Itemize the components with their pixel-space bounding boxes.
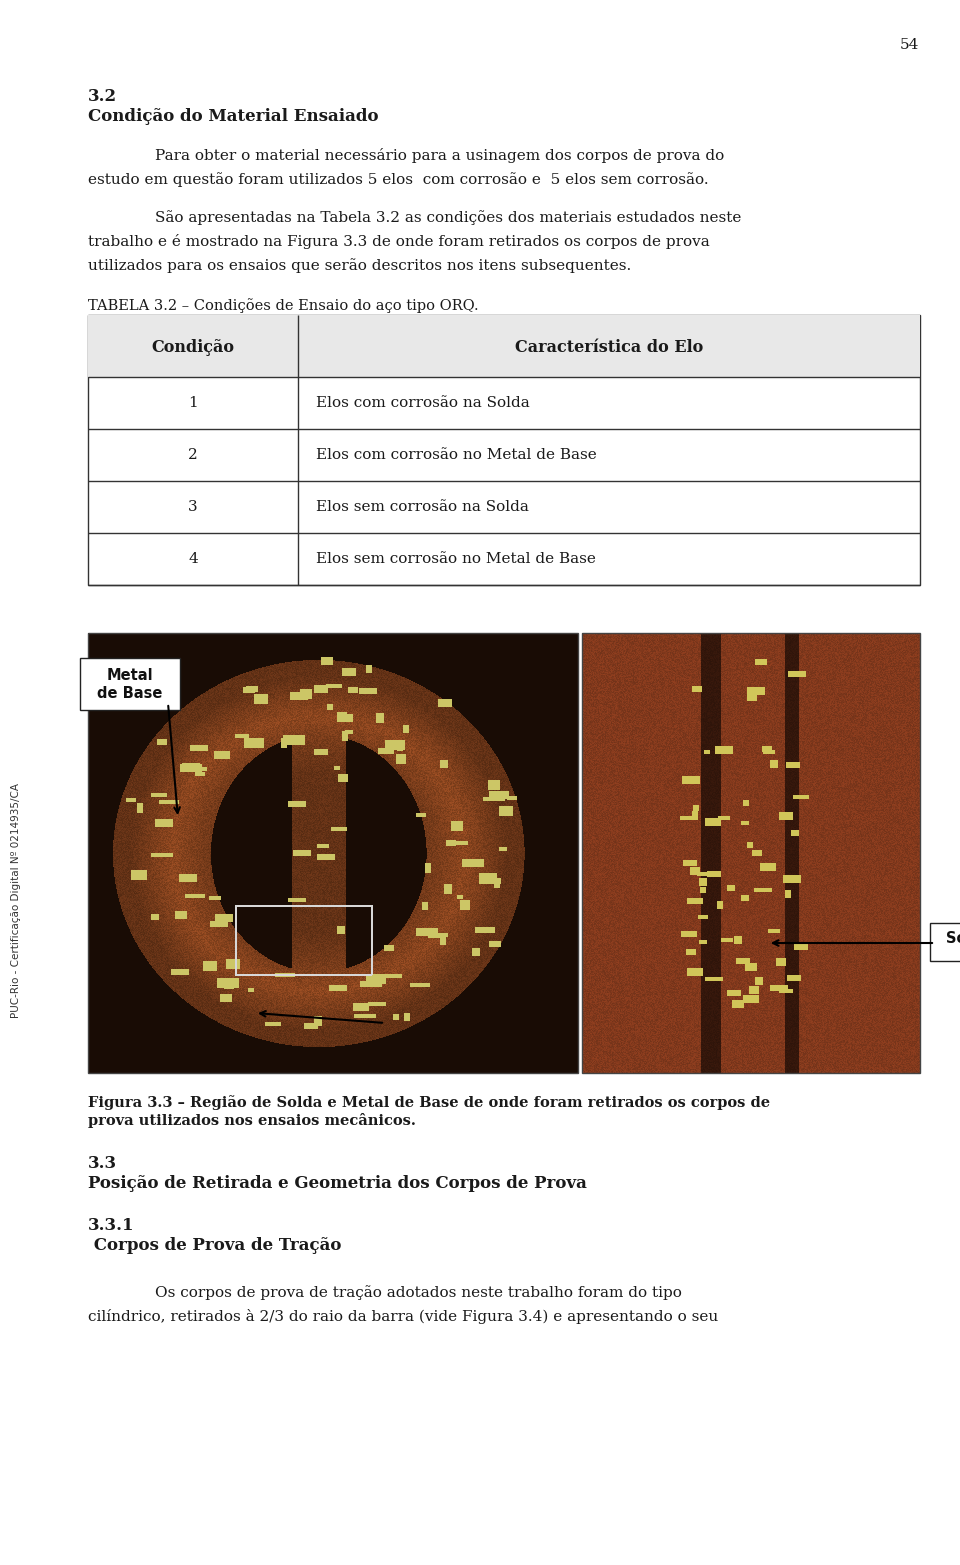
Text: trabalho e é mostrado na Figura 3.3 de onde foram retirados os corpos de prova: trabalho e é mostrado na Figura 3.3 de o… (88, 235, 709, 249)
Bar (88, 315, 920, 585)
Bar (88, 315, 920, 377)
Text: Elos sem corrosão na Solda: Elos sem corrosão na Solda (316, 499, 529, 513)
Text: Condição do Material Ensaiado: Condição do Material Ensaiado (88, 108, 378, 125)
Bar (88, 632, 578, 1074)
Text: Posição de Retirada e Geometria dos Corpos de Prova: Posição de Retirada e Geometria dos Corp… (88, 1175, 587, 1193)
Text: estudo em questão foram utilizados 5 elos  com corrosão e  5 elos sem corrosão.: estudo em questão foram utilizados 5 elo… (88, 172, 708, 186)
Text: Metal: Metal (107, 668, 154, 682)
Text: 3.3.1: 3.3.1 (88, 1218, 134, 1233)
Bar (930, 923, 960, 961)
Bar (582, 632, 920, 1074)
Text: 3.2: 3.2 (88, 88, 117, 105)
Text: Os corpos de prova de tração adotados neste trabalho foram do tipo: Os corpos de prova de tração adotados ne… (155, 1285, 682, 1301)
Text: de Base: de Base (97, 685, 162, 701)
Text: 3.3: 3.3 (88, 1155, 117, 1172)
Text: TABELA 3.2 – Condições de Ensaio do aço tipo ORQ.: TABELA 3.2 – Condições de Ensaio do aço … (88, 297, 479, 313)
Text: Elos com corrosão no Metal de Base: Elos com corrosão no Metal de Base (316, 448, 597, 462)
Text: Característica do Elo: Característica do Elo (515, 340, 703, 355)
Text: Para obter o material necessário para a usinagem dos corpos de prova do: Para obter o material necessário para a … (155, 149, 724, 163)
Bar (80, 657, 180, 711)
Text: Elos com corrosão na Solda: Elos com corrosão na Solda (316, 396, 530, 410)
Text: utilizados para os ensaios que serão descritos nos itens subsequentes.: utilizados para os ensaios que serão des… (88, 258, 632, 272)
Bar (578, 632, 582, 1074)
Text: Figura 3.3 – Região de Solda e Metal de Base de onde foram retirados os corpos d: Figura 3.3 – Região de Solda e Metal de … (88, 1096, 770, 1110)
Text: Solda: Solda (946, 931, 960, 945)
Text: Condição: Condição (152, 340, 234, 355)
Text: 1: 1 (188, 396, 198, 410)
Text: Elos sem corrosão no Metal de Base: Elos sem corrosão no Metal de Base (316, 552, 596, 567)
Text: PUC-Rio - Certificação Digital Nº 0214935/CA: PUC-Rio - Certificação Digital Nº 021493… (11, 782, 21, 1017)
Text: 54: 54 (900, 38, 920, 52)
Text: cilíndrico, retirados à 2/3 do raio da barra (vide Figura 3.4) e apresentando o : cilíndrico, retirados à 2/3 do raio da b… (88, 1308, 718, 1324)
Text: São apresentadas na Tabela 3.2 as condições dos materiais estudados neste: São apresentadas na Tabela 3.2 as condiç… (155, 210, 741, 225)
Text: Corpos de Prova de Tração: Corpos de Prova de Tração (88, 1236, 342, 1254)
Text: prova utilizados nos ensaios mecânicos.: prova utilizados nos ensaios mecânicos. (88, 1113, 416, 1128)
Text: 3: 3 (188, 499, 198, 513)
Text: 4: 4 (188, 552, 198, 567)
Text: 2: 2 (188, 448, 198, 462)
